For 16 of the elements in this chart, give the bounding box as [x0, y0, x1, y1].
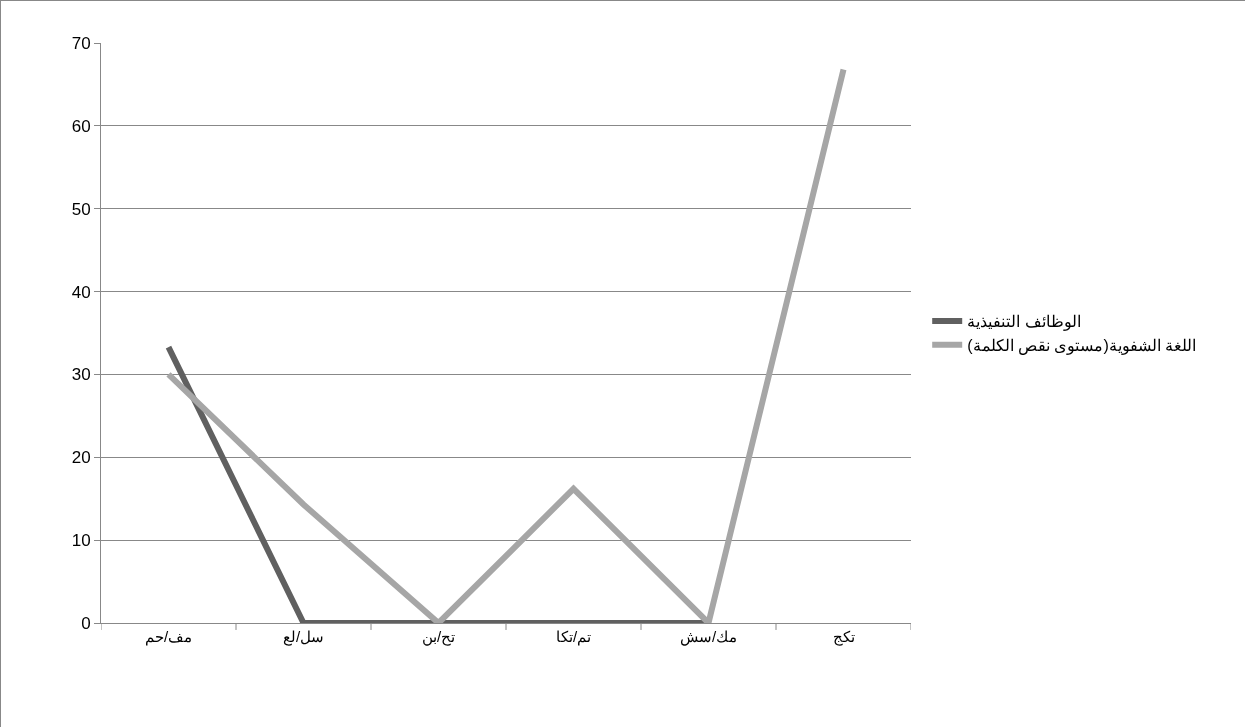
y-tick-label: 0: [81, 613, 91, 633]
y-tick-label: 50: [71, 199, 91, 219]
y-tick-label: 40: [71, 282, 91, 302]
y-tick-label: 10: [71, 531, 91, 551]
x-tick-label: سل/لع: [282, 628, 325, 646]
y-tick-label: 60: [71, 116, 91, 136]
y-tick-label: 20: [71, 448, 91, 468]
x-tick-label: تح/بن: [421, 628, 456, 646]
x-tick-label: تم/تكا: [555, 628, 592, 646]
x-tick-label: مك/سش: [679, 628, 738, 646]
legend-label: اللغة الشفوية(مستوى نقص الكلمة): [967, 336, 1197, 355]
x-tick-label: مف/حم: [144, 628, 193, 646]
x-tick-label: تكج: [832, 628, 855, 646]
y-tick-label: 70: [71, 33, 91, 53]
legend-label: الوظائف التنفيذية: [967, 313, 1081, 332]
y-tick-label: 30: [71, 365, 91, 385]
